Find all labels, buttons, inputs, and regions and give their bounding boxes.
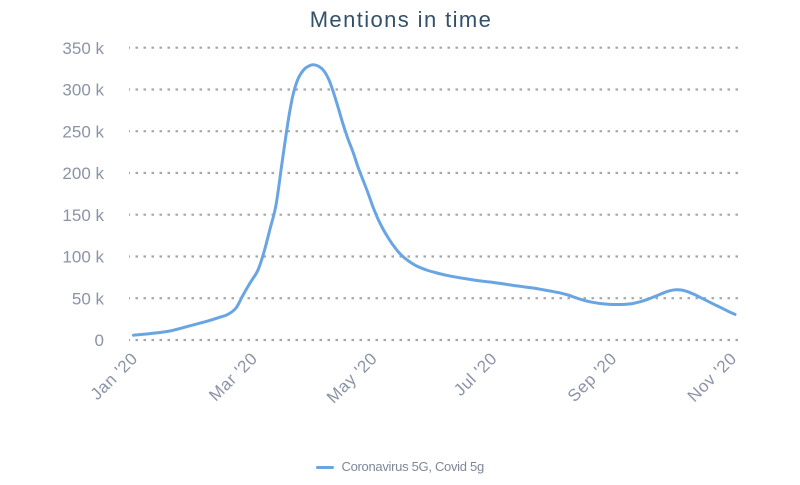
svg-text:0: 0 [95, 331, 104, 350]
svg-text:Coronavirus 5G, Covid 5g: Coronavirus 5G, Covid 5g [342, 459, 484, 474]
svg-text:150 k: 150 k [62, 206, 104, 225]
svg-text:200 k: 200 k [62, 164, 104, 183]
svg-text:250 k: 250 k [62, 122, 104, 141]
svg-text:50 k: 50 k [72, 289, 105, 308]
svg-text:350 k: 350 k [62, 39, 104, 58]
svg-text:Mentions in time: Mentions in time [310, 7, 493, 32]
svg-text:300 k: 300 k [62, 81, 104, 100]
svg-text:100 k: 100 k [62, 248, 104, 267]
